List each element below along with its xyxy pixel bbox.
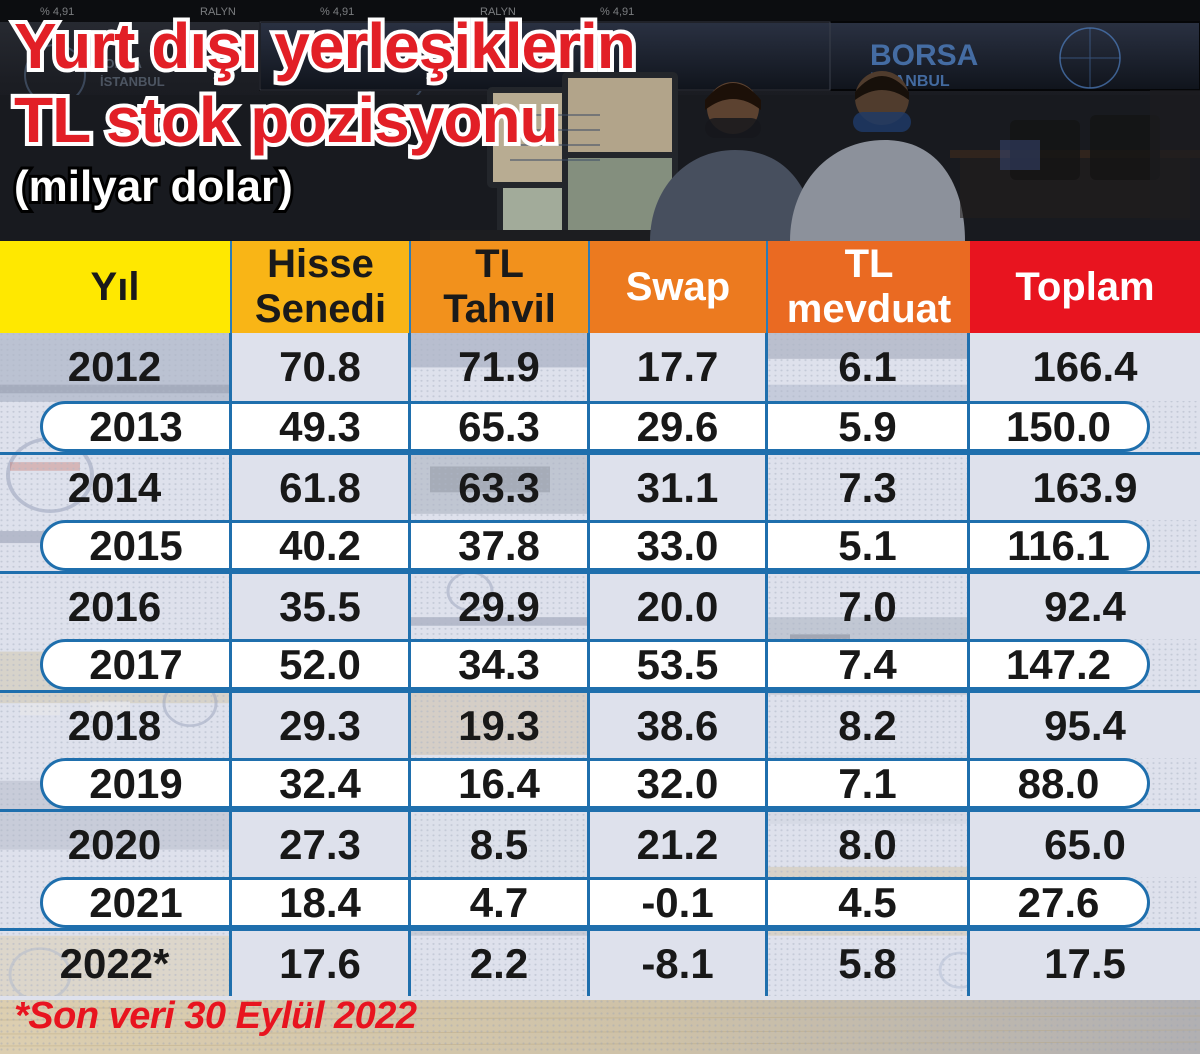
svg-text:BORSA: BORSA (870, 39, 978, 72)
